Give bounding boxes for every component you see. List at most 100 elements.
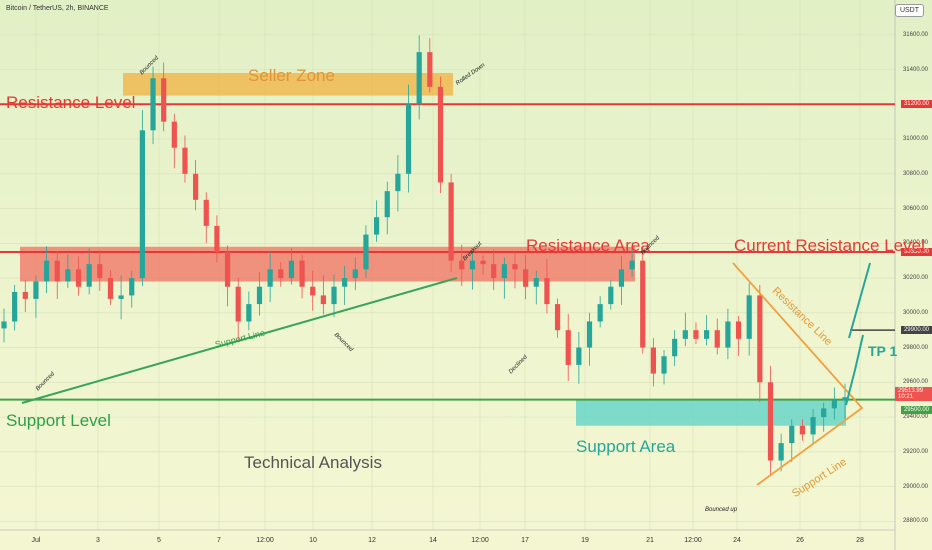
candle-body: [97, 264, 103, 279]
price-level-tag: 31200.00: [900, 100, 932, 109]
candle-body: [278, 269, 284, 279]
candle-body: [86, 264, 92, 287]
candle-body: [746, 295, 752, 339]
time-tick-label: 10: [309, 537, 317, 544]
price-tick-label: 29400.00: [902, 414, 928, 421]
candle-body: [235, 286, 241, 322]
time-tick-label: 7: [217, 537, 221, 544]
candle-body: [714, 330, 720, 348]
candle-body: [533, 278, 539, 287]
candle-body: [12, 291, 18, 322]
time-tick-label: 17: [521, 537, 529, 544]
candle-body: [799, 425, 806, 435]
candle-body: [331, 286, 337, 305]
candle-body: [735, 321, 742, 339]
candle-body: [544, 278, 550, 305]
price-tick-label: 30200.00: [902, 275, 928, 282]
candle-body: [54, 260, 60, 282]
time-tick-label: 21: [646, 537, 654, 544]
support-trendline-left: [21, 277, 458, 404]
candle-body: [778, 443, 784, 461]
candle-body: [810, 417, 816, 435]
time-tick-label: 19: [581, 537, 589, 544]
candle-body: [565, 330, 571, 365]
candle-body: [767, 382, 774, 461]
current-resistance-level-label: Current Resistance Level: [734, 236, 925, 255]
candle-body: [842, 397, 848, 400]
candle-body: [629, 260, 635, 270]
projection-path-1: [845, 334, 864, 406]
candle-body: [693, 330, 699, 339]
candle-body: [437, 86, 444, 183]
candle-body: [789, 425, 795, 444]
time-tick-label: 12: [368, 537, 376, 544]
support-level-label: Support Level: [6, 411, 111, 430]
candle-body: [129, 278, 135, 296]
price-tick-label: 29000.00: [902, 483, 928, 490]
candle-body: [757, 295, 763, 383]
price-tick-label: 31000.00: [902, 136, 928, 143]
candle-body: [65, 269, 71, 282]
candle-body: [512, 264, 518, 270]
time-tick-label: 14: [429, 537, 437, 544]
candle-body: [214, 225, 220, 252]
seller-zone-box: [123, 72, 453, 96]
time-tick-label: Jul: [31, 537, 41, 544]
price-tick-label: 29600.00: [902, 379, 928, 386]
candle-body: [480, 260, 486, 265]
projection-path-2: [848, 262, 871, 339]
support-area-label: Support Area: [576, 437, 676, 456]
candle-body: [267, 269, 273, 287]
candle-body: [576, 347, 582, 365]
price-axis[interactable]: 28800.00 29000.00 29200.00 29400.00 29600.00…: [895, 0, 932, 530]
candle-body: [256, 286, 263, 305]
candle-body: [299, 260, 305, 287]
candle-body: [139, 130, 145, 279]
candle-body: [384, 191, 390, 218]
candle-body: [501, 264, 507, 279]
candle-body: [672, 338, 678, 357]
time-tick-label: 28: [856, 537, 864, 544]
tp1-label: TP 1: [868, 343, 898, 359]
currency-button[interactable]: USDT: [894, 4, 924, 17]
candle-body: [224, 251, 231, 287]
candle-body: [363, 234, 369, 270]
price-tick-label: 31400.00: [902, 66, 928, 73]
candle-body: [373, 217, 380, 235]
bounced-up-note: Bounced up: [705, 507, 738, 513]
candle-body: [320, 295, 326, 305]
candle-body: [193, 173, 199, 200]
candle-body: [523, 269, 529, 287]
price-tick-label: 30800.00: [902, 170, 928, 177]
price-level-tag: 29500.00: [900, 406, 932, 415]
candle-body: [405, 104, 412, 174]
time-tick-label: 12:00: [256, 537, 274, 544]
candle-body: [43, 260, 50, 282]
candle-body: [597, 304, 603, 322]
candle-body: [171, 121, 177, 148]
candle-body: [682, 330, 688, 339]
candle-body: [491, 264, 497, 279]
price-tick-label: 31600.00: [902, 31, 928, 38]
candle-body: [203, 199, 209, 226]
candle-body: [33, 281, 39, 299]
candle-body: [75, 269, 82, 287]
candle-body: [22, 291, 28, 299]
candle-body: [640, 260, 646, 348]
time-tick-label: 12:00: [471, 537, 489, 544]
time-tick-label: 3: [96, 537, 100, 544]
price-tick-label: 29200.00: [902, 448, 928, 455]
seller-zone-label: Seller Zone: [248, 66, 335, 85]
candle-body: [469, 260, 476, 270]
candle-body: [427, 52, 433, 87]
time-tick-label: 12:00: [684, 537, 702, 544]
candle-body: [608, 286, 614, 305]
price-tick-label: 29800.00: [902, 344, 928, 351]
time-tick-label: 5: [157, 537, 161, 544]
candle-body: [288, 260, 295, 279]
candle-body: [821, 408, 827, 418]
triangle-pattern: [732, 262, 864, 486]
candle-body: [448, 182, 454, 261]
